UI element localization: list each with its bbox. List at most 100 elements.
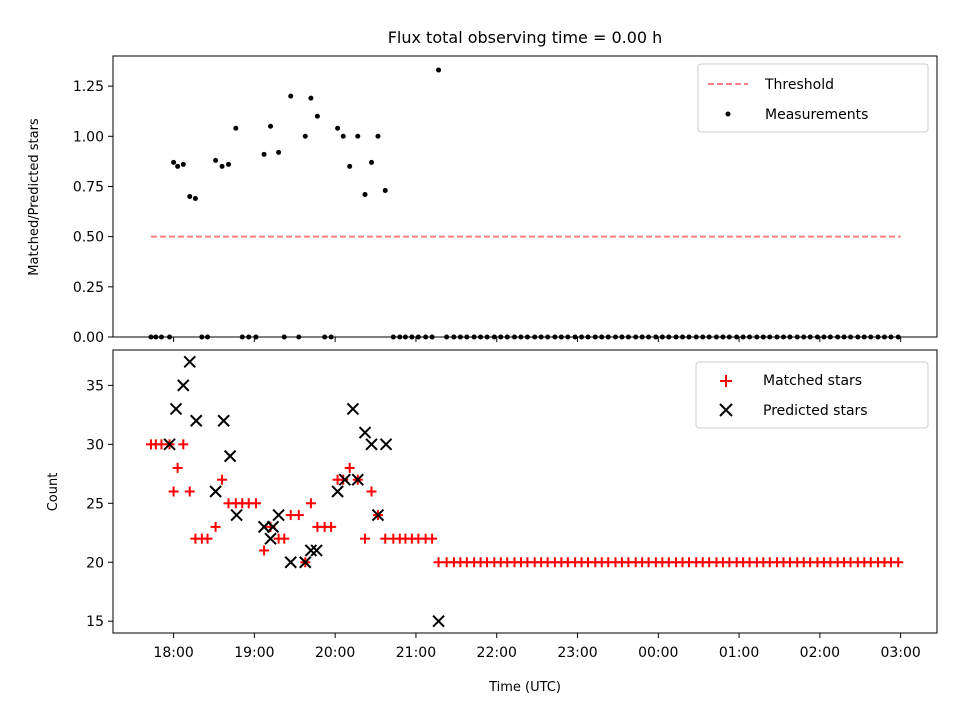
y-tick-label: 1.00 xyxy=(73,129,104,145)
predicted-point xyxy=(310,544,323,557)
legend-threshold-label: Threshold xyxy=(764,77,834,93)
predicted-point xyxy=(304,544,318,557)
predicted-point xyxy=(183,355,196,368)
predicted-point xyxy=(264,532,277,545)
measurement-point xyxy=(382,187,388,193)
matched-point xyxy=(344,462,355,473)
measurement-point xyxy=(302,133,308,139)
predicted-point xyxy=(379,438,393,451)
measurement-point xyxy=(226,161,232,167)
y-tick-label: 1.25 xyxy=(73,79,104,95)
predicted-point xyxy=(190,414,203,427)
top-legend: Threshold Measurements xyxy=(697,63,929,133)
measurement-point xyxy=(355,133,361,139)
measurement-point xyxy=(375,133,381,139)
matched-point xyxy=(259,545,270,556)
predicted-point xyxy=(331,485,344,498)
predicted-point xyxy=(266,520,280,534)
x-tick-label: 18:00 xyxy=(153,645,193,661)
x-tick-label: 01:00 xyxy=(719,645,759,661)
y-tick-label: 35 xyxy=(86,378,104,394)
y-tick-label: 30 xyxy=(86,437,104,453)
measurement-point xyxy=(175,163,181,169)
y-tick-label: 0.00 xyxy=(73,330,104,346)
x-tick-label: 20:00 xyxy=(315,645,355,661)
bottom-axes: 15 20 25 30 35 18:00 19:00 20:00 21:00 22:00 23:00… xyxy=(46,349,938,695)
predicted-point xyxy=(257,520,271,534)
measurement-point xyxy=(335,125,341,131)
y-tick-label: 0.75 xyxy=(73,179,104,195)
predicted-point xyxy=(371,508,385,522)
measurement-point xyxy=(347,163,353,169)
measurement-point xyxy=(314,113,320,119)
legend-matched-label: Matched stars xyxy=(763,373,862,389)
matched-point xyxy=(360,533,371,544)
matched-point xyxy=(326,521,337,532)
y-tick-label: 15 xyxy=(86,614,104,630)
x-tick-label: 00:00 xyxy=(638,645,678,661)
predicted-point xyxy=(358,426,372,439)
bottom-y-axis-label: Count xyxy=(46,473,61,512)
matched-point xyxy=(279,533,290,544)
x-tick-label: 21:00 xyxy=(396,645,436,661)
predicted-point xyxy=(338,473,352,486)
predicted-point xyxy=(223,449,237,463)
predicted-point xyxy=(284,556,297,569)
y-tick-label: 0.25 xyxy=(73,280,104,296)
legend-predicted-label: Predicted stars xyxy=(763,403,868,419)
x-tick-label: 19:00 xyxy=(234,645,274,661)
bottom-legend: Matched stars Predicted stars xyxy=(695,361,929,429)
predicted-point xyxy=(217,414,230,427)
top-axes-frame xyxy=(112,55,938,338)
predicted-point xyxy=(365,438,378,451)
top-axes: 0.00 0.25 0.50 0.75 1.00 1.25 Matched/Predict… xyxy=(27,55,938,346)
matched-point xyxy=(893,557,904,568)
matched-point xyxy=(168,486,179,497)
matched-point xyxy=(338,474,349,485)
measurement-point xyxy=(276,149,282,155)
predicted-point xyxy=(351,473,364,486)
matched-point xyxy=(305,498,316,509)
x-tick-label: 02:00 xyxy=(800,645,840,661)
predicted-point xyxy=(177,379,190,392)
predicted-point xyxy=(346,402,360,416)
legend-measurements-swatch xyxy=(725,111,731,117)
legend-matched-swatch xyxy=(720,375,732,387)
matched-point xyxy=(178,439,189,450)
matched-point xyxy=(293,510,304,521)
measurement-point xyxy=(436,67,442,73)
measurement-point xyxy=(171,159,177,165)
y-tick-label: 25 xyxy=(86,496,104,512)
measurement-point xyxy=(180,161,186,167)
measurement-point xyxy=(340,133,346,139)
y-tick-label: 0.50 xyxy=(73,230,104,246)
x-tick-label: 22:00 xyxy=(477,645,517,661)
matched-point xyxy=(427,533,438,544)
measurement-point xyxy=(362,191,368,197)
matched-point xyxy=(250,498,261,509)
matched-point xyxy=(184,486,195,497)
predicted-point xyxy=(299,556,312,569)
bottom-axes-frame xyxy=(112,349,938,634)
matched-point xyxy=(202,533,213,544)
measurement-point xyxy=(261,151,267,157)
x-tick-label: 03:00 xyxy=(880,645,920,661)
measurement-point xyxy=(213,157,219,163)
chart-title: Flux total observing time = 0.00 h xyxy=(388,28,663,47)
measurement-point xyxy=(369,159,375,165)
measurement-point xyxy=(308,95,314,101)
measurement-point xyxy=(268,123,274,129)
matched-point xyxy=(217,474,228,485)
predicted-point xyxy=(432,615,445,628)
measurement-point xyxy=(187,194,193,199)
predicted-point xyxy=(209,485,222,498)
matched-point xyxy=(172,462,183,473)
x-axis-label: Time (UTC) xyxy=(488,680,561,695)
legend-predicted-swatch xyxy=(719,403,733,417)
predicted-point xyxy=(163,438,176,451)
predicted-point xyxy=(272,508,285,522)
legend-measurements-label: Measurements xyxy=(765,107,868,123)
matched-point xyxy=(210,521,221,532)
